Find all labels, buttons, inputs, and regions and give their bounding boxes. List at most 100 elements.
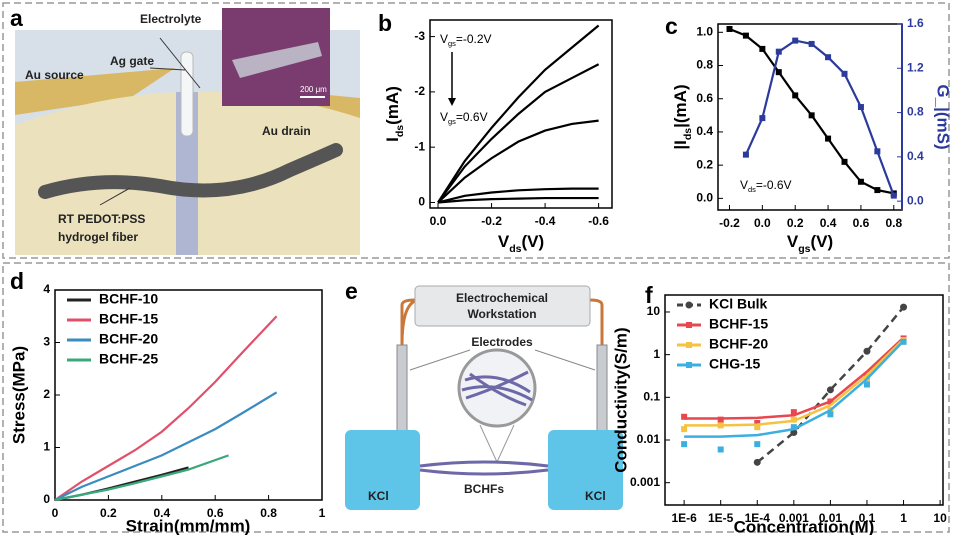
device-illustration: Electrolyte Ag gate Au source Au drain R… [15, 8, 360, 255]
annotation-part: V [440, 32, 448, 46]
scale-label: 200 μm [300, 85, 327, 94]
y-tick-label: 0.001 [630, 475, 660, 489]
annotation-part: V [740, 178, 748, 192]
point [743, 152, 749, 158]
label: Au source [25, 68, 84, 82]
point [842, 159, 848, 165]
label: Ag gate [110, 54, 154, 68]
label: Electrochemical [456, 291, 548, 305]
point [901, 339, 907, 345]
y-tick-label: 4 [43, 282, 50, 296]
x-axis-label-part: gs [798, 243, 810, 255]
point [754, 459, 761, 466]
point [681, 426, 687, 432]
point [743, 33, 749, 39]
legend-marker [686, 322, 692, 328]
figure: a b c d e f Electrolyte Ag gate Au sourc… [0, 0, 953, 535]
x-axis-label-part: V [498, 232, 510, 251]
point [874, 187, 880, 193]
point [776, 49, 782, 55]
y-axis-label: Stress(MPa) [9, 346, 28, 444]
x-tick-label: 1 [900, 511, 907, 525]
y-axis-label-part: ds [682, 128, 694, 140]
point [681, 441, 687, 447]
fibers [420, 462, 548, 474]
x-tick-label: 1E-6 [671, 511, 697, 525]
series-line [757, 307, 903, 462]
point [791, 424, 797, 430]
series-line [438, 198, 599, 202]
point [754, 441, 760, 447]
x-tick-label: 0.8 [260, 506, 277, 520]
legend-marker [686, 302, 693, 309]
label: Electrolyte [140, 12, 202, 26]
legend-marker [686, 362, 692, 368]
series-line [730, 29, 894, 193]
x-tick-label: 0.4 [820, 216, 837, 230]
pointer [497, 425, 514, 462]
series-line [438, 64, 599, 202]
annotation: Vds=-0.6V [740, 178, 792, 194]
series-line [55, 392, 277, 500]
x-tick-label: 0.2 [100, 506, 117, 520]
panel-label: d [10, 268, 24, 294]
point [825, 54, 831, 60]
point [891, 193, 897, 199]
label: KCl [585, 489, 606, 503]
x-tick-label: 1E-5 [708, 511, 734, 525]
point [792, 92, 798, 98]
y2-tick-label: 1.2 [907, 60, 924, 74]
point [759, 115, 765, 121]
y-tick-label: 0.2 [696, 157, 713, 171]
y-axis-label-part: ds [394, 125, 406, 137]
legend-label: BCHF-15 [709, 316, 768, 332]
pointer [410, 350, 470, 370]
y-tick-label: 1.0 [696, 24, 713, 38]
point [825, 136, 831, 142]
x-axis-label-part: (V) [521, 232, 544, 251]
point [809, 112, 815, 118]
y-tick-label: 0.8 [696, 58, 713, 72]
panel-label: e [345, 278, 358, 304]
y-axis-label-part: (mA) [383, 86, 402, 125]
x-tick-label: 1 [319, 506, 326, 520]
y2-tick-label: 0.4 [907, 149, 924, 163]
point [792, 38, 798, 44]
y-tick-label: -3 [414, 29, 425, 43]
label: Workstation [467, 307, 536, 321]
y-tick-label: 0 [418, 195, 425, 209]
point [900, 304, 907, 311]
y-axis-label: Ids(mA) [383, 86, 405, 142]
legend-label: CHG-15 [709, 356, 761, 372]
point [827, 386, 834, 393]
x-axis-label: Strain(mm/mm) [126, 516, 251, 535]
pointer [480, 425, 497, 462]
legend-label: BCHF-15 [99, 311, 158, 327]
x-tick-label: 10 [933, 511, 947, 525]
chart: -0.20.00.20.40.60.80.00.20.40.60.81.00.0… [696, 16, 924, 230]
y-tick-label: -2 [414, 84, 425, 98]
wire [590, 300, 602, 345]
y-tick-label: -1 [414, 139, 425, 153]
y-axis-label-part: |I [671, 140, 690, 149]
panel-label: c [665, 13, 678, 39]
y-axis-label: |Ids|(mA) [671, 84, 693, 149]
point [791, 417, 797, 423]
y-tick-label: 3 [43, 335, 50, 349]
annotation-part: V [440, 110, 448, 124]
point [681, 414, 687, 420]
label: RT PEDOT:PSS [58, 212, 145, 226]
plot-frame [665, 295, 943, 505]
point [858, 179, 864, 185]
legend-label: BCHF-10 [99, 291, 158, 307]
annotation: Vgs=0.6V [440, 110, 488, 126]
y2-tick-label: 0.8 [907, 105, 924, 119]
y-tick-label: 0 [43, 492, 50, 506]
x-axis-label: Vds(V) [498, 232, 544, 254]
legend-label: BCHF-20 [709, 336, 768, 352]
gate-tube [181, 52, 193, 136]
label: Au drain [262, 124, 311, 138]
annotation-part: =-0.2V [456, 32, 492, 46]
